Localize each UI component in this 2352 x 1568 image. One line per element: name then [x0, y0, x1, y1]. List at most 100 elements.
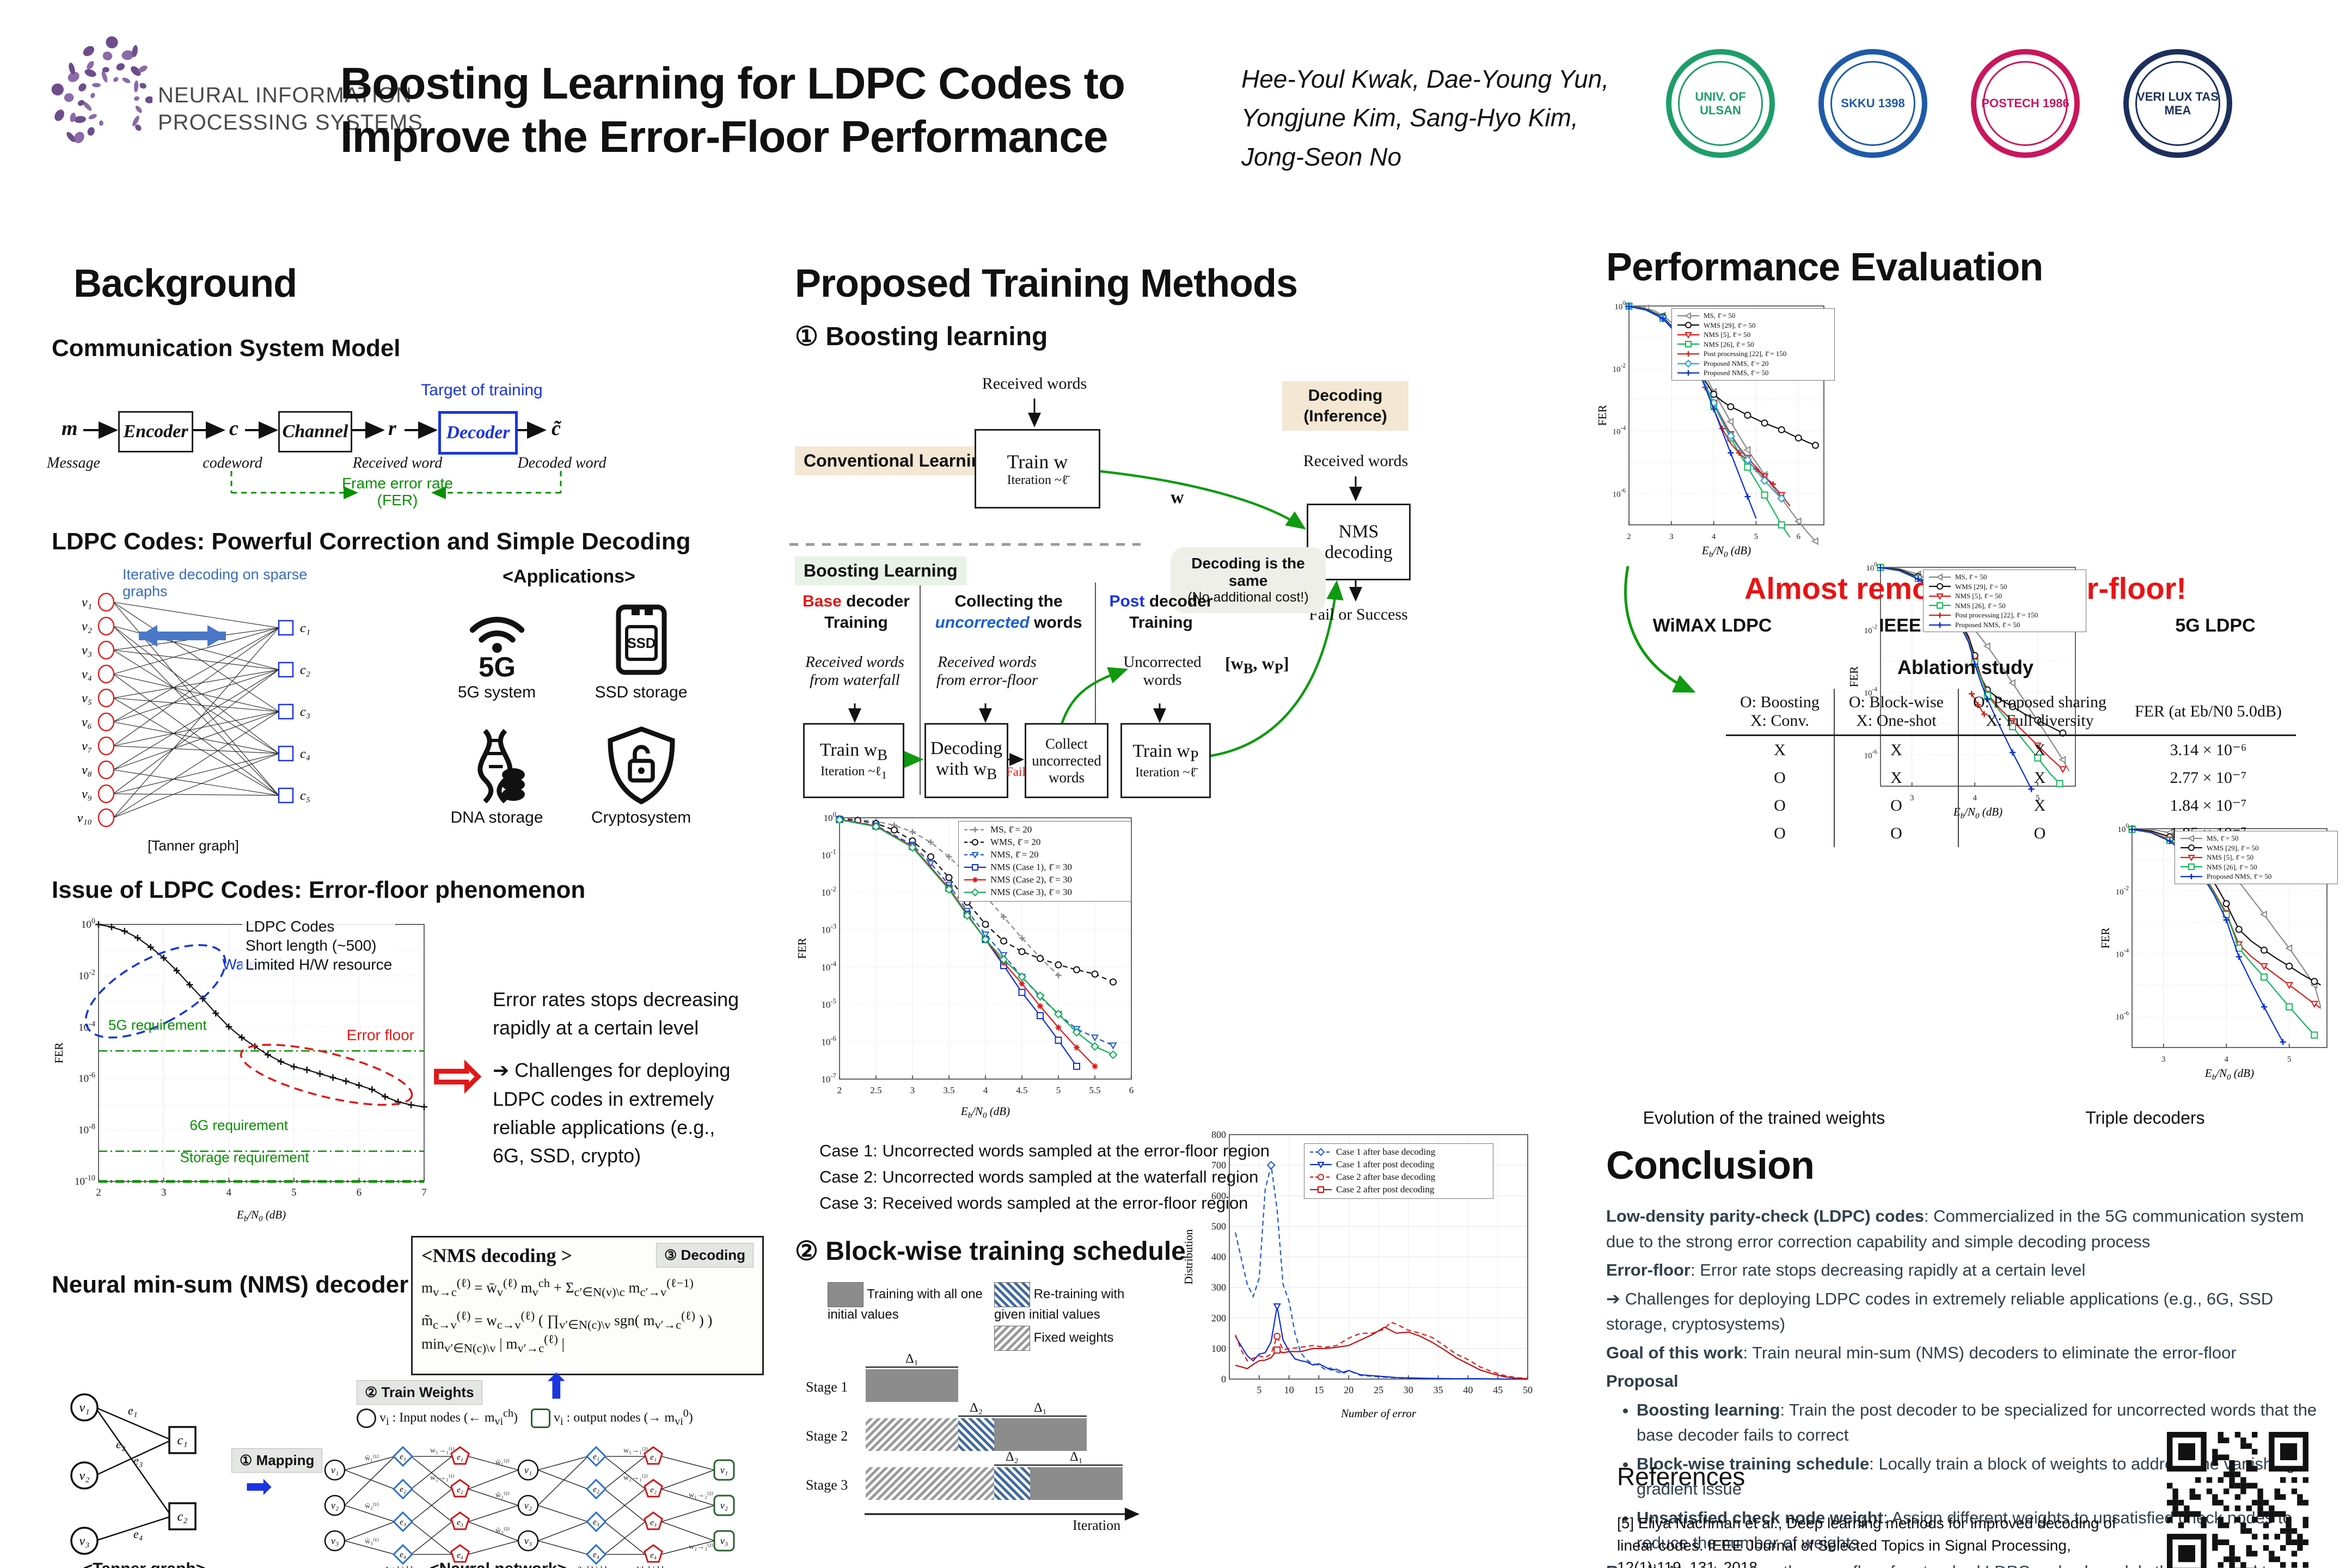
svg-text:FER: FER [52, 1043, 65, 1064]
svg-text:2: 2 [837, 1085, 842, 1095]
legend-item: MS, ℓ̄ = 50 [1928, 572, 2081, 582]
codeword-caption: codeword [203, 455, 262, 471]
legend-item: NMS [26], ℓ̄ = 50 [1676, 340, 1830, 350]
nms-box-title: <NMS decoding > [421, 1244, 573, 1266]
svg-text:5.5: 5.5 [1089, 1085, 1100, 1095]
chart-legend: Case 1 after base decoding Case 1 after p… [1304, 1143, 1493, 1199]
chart-legend: MS, ℓ̄ = 50 WMS [29], ℓ̄ = 50 NMS [5], ℓ̄ … [1671, 308, 1835, 381]
cases-list: Case 1: Uncorrected words sampled at the… [819, 1141, 1270, 1213]
svg-text:10-6: 10-6 [78, 1071, 95, 1085]
references-list: [5] Eliya Nachman et al., Deep learning … [1617, 1503, 2140, 1568]
boosting-heading: ① Boosting learning [795, 322, 1048, 351]
svg-text:4: 4 [2224, 1055, 2228, 1064]
svg-text:10-2: 10-2 [1613, 363, 1626, 374]
neurips-logo-text: NEURAL INFORMATION PROCESSING SYSTEMS [158, 83, 423, 134]
svg-text:e₁: e₁ [128, 1404, 137, 1417]
legend-item: NMS (Case 2), ℓ̄ = 30 [963, 874, 1126, 886]
cases-fer-chart: 100 10-1 10-2 10-3 10-4 10-5 10-6 10-7 2 2.5 3 3.5 4… [795, 811, 1138, 1122]
svg-text:10-4: 10-4 [1613, 425, 1626, 437]
svg-text:SSD: SSD [627, 636, 655, 651]
svg-text:e₄: e₄ [593, 1551, 599, 1559]
conventional-learning-label: Conventional Learning [795, 446, 1001, 475]
error-floor-chart: LDPC Codes Short length (~500) Limited H… [52, 915, 433, 1225]
svg-text:4th hidden: 4th hidden [635, 1565, 672, 1568]
ssd-icon: SSD [616, 604, 666, 675]
svg-text:5: 5 [1257, 1385, 1261, 1395]
legend-item: Proposed NMS, ℓ̄ = 50 [1677, 369, 1769, 377]
svg-text:w̄₂⁽¹⁾: w̄₂⁽¹⁾ [365, 1502, 379, 1510]
svg-text:45: 45 [1493, 1385, 1503, 1395]
svg-text:c₅: c₅ [300, 789, 310, 803]
svg-text:15: 15 [1314, 1385, 1324, 1395]
schedule-legend-3: Fixed weights [994, 1326, 1157, 1351]
fail-label: Fail [1006, 765, 1026, 779]
svg-text:500: 500 [1211, 1221, 1226, 1232]
nms-decoding-box: <NMS decoding > ③ Decoding mv→c(ℓ) = w̄v… [411, 1236, 764, 1375]
svg-text:e₃: e₃ [400, 1518, 406, 1527]
stage2-label: Stage 2 [806, 1428, 848, 1444]
svg-text:10-7: 10-7 [821, 1072, 836, 1085]
chart-legend: MS, ℓ̄ = 50 WMS [29], ℓ̄ = 50 NMS [5], ℓ̄ … [1923, 569, 2086, 633]
received-words-label-1: Received words [982, 375, 1087, 393]
background-column: Background Communication System Model [47, 261, 764, 1568]
nms-eq1: mv→c(ℓ) = w̄v(ℓ) mvch + Σc′∈N(v)\c mc′→v… [421, 1276, 694, 1299]
svg-text:5: 5 [1754, 532, 1759, 541]
svg-text:3.5: 3.5 [943, 1085, 954, 1095]
nms-decoding-box-mid: NMS decoding [1307, 504, 1411, 580]
table-row: O X X 2.77 × 10⁻⁷ [1726, 764, 2296, 792]
legend-item: NMS [5], ℓ̄ = 50 [1928, 591, 2081, 601]
svg-text:e₄: e₄ [400, 1551, 406, 1559]
legend-item: WMS [29], ℓ̄ = 50 [1928, 582, 2081, 592]
svg-text:Error floor: Error floor [347, 1026, 414, 1043]
conclusion-item: Error-floor: Error rate stops decreasing… [1606, 1260, 2086, 1279]
svg-text:v₁: v₁ [720, 1465, 728, 1475]
svg-text:c₁: c₁ [177, 1434, 188, 1448]
legend-item: Proposed NMS, ℓ̄ = 50 [2180, 872, 2272, 881]
table-row: X X X 3.14 × 10⁻⁶ [1726, 735, 2296, 764]
target-of-training-label: Target of training [421, 381, 543, 399]
svg-text:v₁₀: v₁₀ [77, 811, 92, 825]
ablation-table: O: Boosting X: Conv. O: Block-wise X: On… [1726, 689, 2296, 847]
svg-text:20: 20 [1344, 1385, 1353, 1395]
svg-text:7: 7 [421, 1187, 427, 1198]
5g-icon: 5G [469, 616, 524, 683]
svg-text:10-2: 10-2 [821, 885, 836, 898]
fiveg-chart: 100 10-2 10-4 10-6 3 4 5 Eb/N0 (dB) FER MS, ℓ̄ = … [2098, 822, 2338, 1083]
rw-waterfall-label: Received words from waterfall [805, 653, 904, 689]
train-weights-badge: ② Train Weights [357, 1380, 482, 1405]
svg-text:w₁→₂⁽²⁾: w₁→₂⁽²⁾ [689, 1491, 713, 1499]
svg-text:700: 700 [1211, 1160, 1226, 1171]
train-w-box: Train w Iteration ~ℓ̄ [975, 429, 1100, 509]
svg-text:v₃: v₃ [720, 1535, 728, 1546]
svg-text:v₁: v₁ [79, 1401, 90, 1415]
svg-text:1st hidden: 1st hidden [385, 1565, 421, 1568]
svg-text:2nd hidden: 2nd hidden [440, 1565, 480, 1568]
svg-text:3rd hidden: 3rd hidden [578, 1565, 615, 1568]
performance-column: Performance Evaluation 100 10-2 10-4 10-6 2 3… [1595, 234, 2338, 1568]
svg-text:v₅: v₅ [82, 691, 92, 706]
svg-text:e₃: e₃ [133, 1454, 143, 1467]
references-heading: References [1617, 1462, 1745, 1491]
nms-eq2: m̃c→v(ℓ) = wc→v(ℓ) ( ∏v′∈N(c)\v sgn( mv′… [421, 1309, 713, 1355]
svg-text:w₂→₁⁽¹⁾: w₂→₁⁽¹⁾ [430, 1474, 455, 1482]
tanner-caption: [Tanner graph] [148, 837, 239, 854]
legend-item: Proposed NMS, ℓ̄ = 50 [1929, 620, 2020, 629]
legend-item: WMS [29], ℓ̄ = 50 [2179, 843, 2333, 853]
train-wb-box: Train wB Iteration ~ℓ1 [803, 723, 904, 798]
base-decoder-header: Base decoder Training [803, 592, 910, 632]
table-row: O O X 1.84 × 10⁻⁷ [1726, 792, 2296, 819]
svg-text:v₈: v₈ [82, 763, 92, 777]
decoding-with-wb-box: Decoding with wB [924, 723, 1008, 798]
svg-text:w̄₁⁽²⁾: w̄₁⁽²⁾ [495, 1459, 510, 1467]
svg-text:v₂: v₂ [79, 1469, 90, 1483]
chart-legend: MS, ℓ̄ = 50 WMS [29], ℓ̄ = 50 NMS [5], ℓ̄ … [2175, 831, 2338, 884]
nms-tanner-graph: e₁ e₂ e₃ e₄ v₁ v₂ v₃ c₁ c₂ [52, 1377, 231, 1557]
svg-text:e₃: e₃ [593, 1518, 599, 1527]
university-logos: UNIV. OF ULSAN SKKU 1398 POSTECH 1986 VERI … [1666, 44, 2330, 174]
legend-item: MS, ℓ̄ = 20 [964, 824, 1032, 835]
delta2-arrow: Δ₂ [958, 1401, 994, 1417]
errorfloor-side-text: Error rates stops decreasing rapidly at … [493, 988, 739, 1167]
legend-item: WMS, ℓ̄ = 20 [963, 836, 1126, 849]
svg-text:10-6: 10-6 [2116, 1010, 2129, 1022]
uncorrected-words-label: Uncorrected words [1123, 653, 1202, 689]
